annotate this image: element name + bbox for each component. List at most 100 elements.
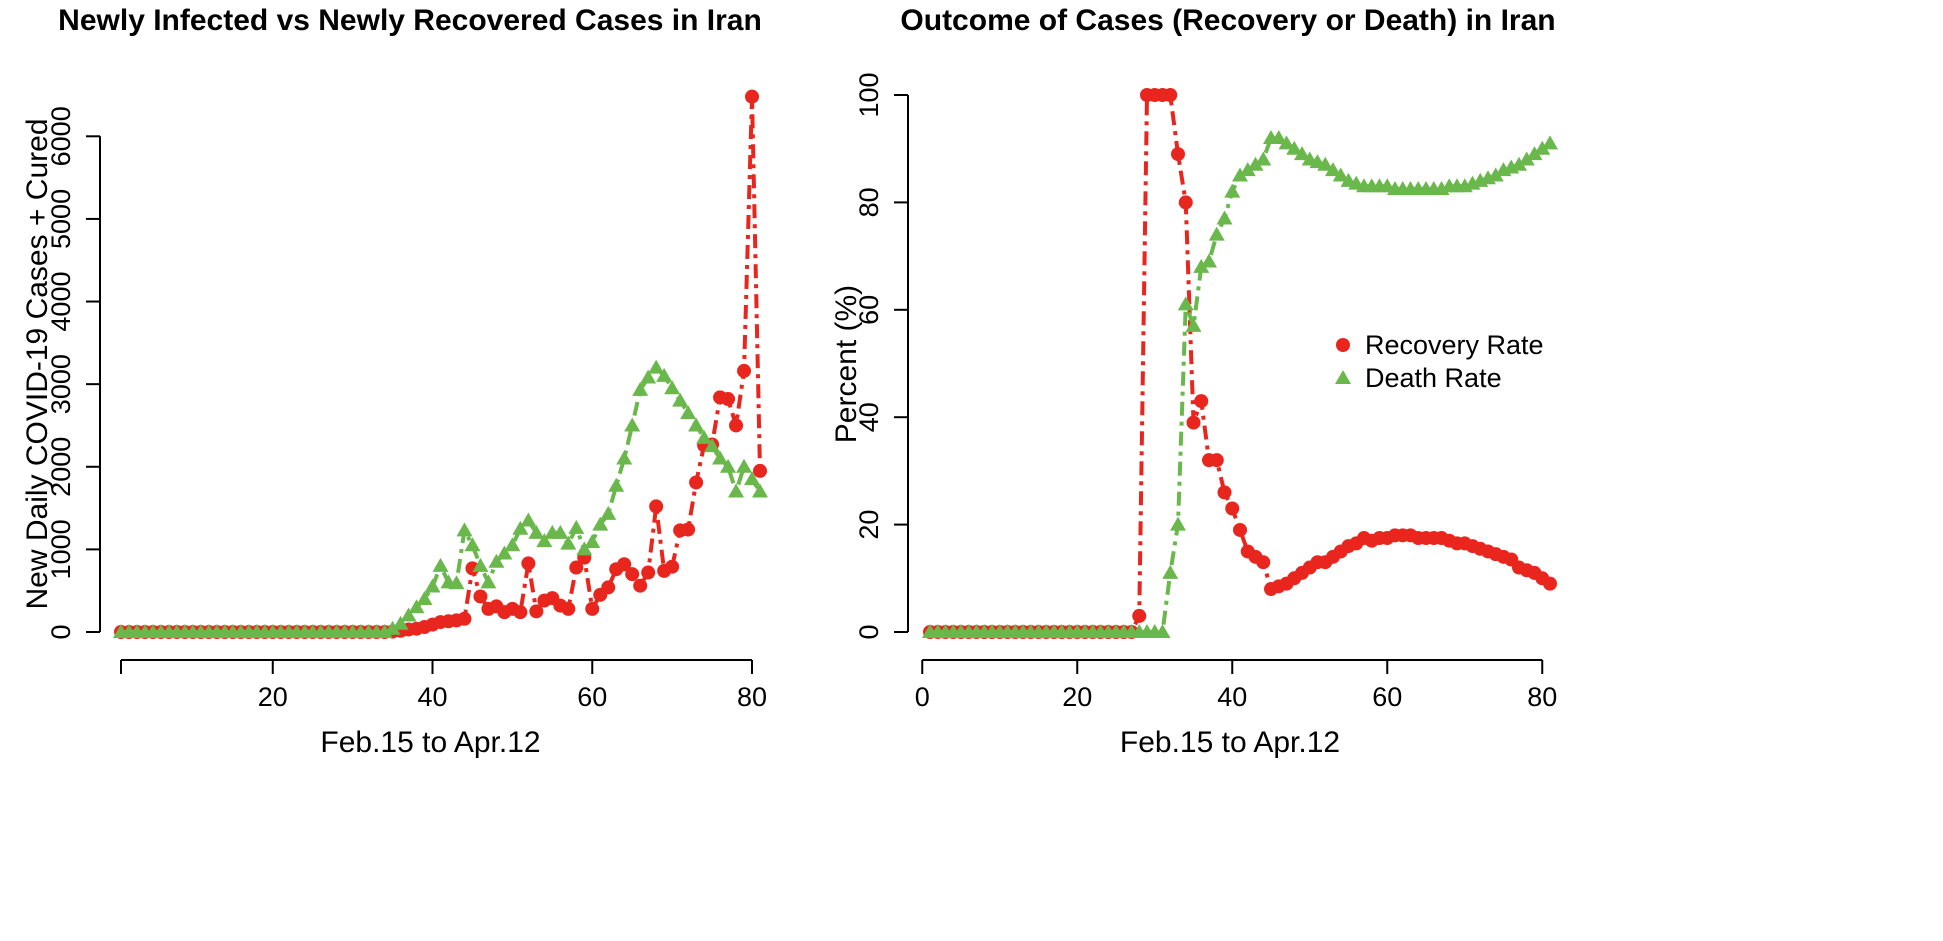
x-tick-label: 60 — [577, 682, 607, 712]
y-tick-label: 0 — [854, 624, 884, 639]
data-point — [1224, 183, 1241, 198]
data-point — [529, 604, 544, 619]
data-point — [1186, 415, 1201, 430]
series-newly-recovered — [113, 359, 768, 638]
data-point — [1163, 88, 1178, 102]
x-tick-label: 80 — [1527, 682, 1557, 712]
x-tick-label: 60 — [1372, 682, 1402, 712]
data-point — [1233, 522, 1247, 537]
data-point — [744, 471, 761, 486]
data-point — [601, 580, 616, 595]
data-point — [1325, 162, 1341, 177]
data-point — [1518, 151, 1535, 166]
legend-marker — [1336, 338, 1350, 352]
data-point — [585, 601, 600, 616]
y-axis-label: Percent (%) — [830, 285, 863, 443]
y-tick-label: 3000 — [46, 354, 76, 414]
y-tick-label: 60 — [854, 295, 884, 325]
data-point — [616, 450, 633, 465]
data-point — [1534, 140, 1551, 155]
data-point — [721, 392, 736, 407]
x-tick-label: 20 — [1062, 682, 1092, 712]
data-point — [521, 556, 536, 571]
series-death-rate — [922, 129, 1558, 638]
data-point — [1216, 210, 1233, 225]
data-point — [1332, 167, 1349, 182]
data-point — [736, 458, 753, 473]
data-point — [480, 574, 497, 589]
data-point — [1542, 135, 1558, 150]
data-point — [1278, 135, 1295, 150]
x-tick-label: 40 — [1217, 682, 1247, 712]
data-point — [457, 611, 472, 626]
data-point — [472, 557, 489, 572]
x-axis-label: Feb.15 to Apr.12 — [320, 726, 540, 759]
data-point — [633, 578, 648, 593]
data-point — [648, 359, 665, 374]
data-point — [456, 522, 473, 537]
data-point — [696, 429, 713, 444]
data-point — [384, 620, 401, 635]
data-point — [1171, 147, 1185, 162]
y-tick-label: 6000 — [46, 106, 76, 166]
data-point — [600, 505, 617, 520]
data-point — [753, 463, 767, 478]
data-point — [712, 450, 729, 465]
data-point — [720, 458, 737, 473]
data-point — [632, 381, 649, 396]
data-point — [1232, 167, 1248, 182]
data-point — [641, 565, 656, 580]
data-point — [625, 567, 640, 582]
x-tick-label: 40 — [417, 682, 447, 712]
data-point — [488, 553, 505, 568]
data-point — [752, 483, 768, 498]
data-point — [728, 483, 745, 498]
data-point — [536, 533, 553, 548]
data-point — [665, 559, 680, 574]
data-point — [560, 535, 577, 550]
y-tick-label: 20 — [854, 510, 884, 540]
legend-label: Death Rate — [1365, 363, 1502, 393]
x-tick-label: 0 — [915, 682, 930, 712]
data-point — [520, 512, 537, 527]
series-newly-infected — [114, 89, 767, 639]
y-tick-label: 2000 — [46, 437, 76, 497]
x-tick-label: 80 — [737, 682, 767, 712]
data-point — [424, 578, 441, 593]
data-point — [1154, 624, 1171, 638]
data-point — [1194, 394, 1209, 409]
data-point — [504, 537, 521, 552]
data-point — [1294, 146, 1310, 161]
data-point — [704, 438, 721, 453]
data-point — [608, 477, 625, 492]
series-line — [121, 365, 762, 634]
data-point — [496, 545, 513, 560]
data-point — [649, 499, 664, 514]
data-point — [681, 522, 696, 537]
data-point — [448, 575, 465, 590]
data-point — [680, 405, 697, 420]
data-point — [1543, 576, 1557, 591]
data-point — [1162, 564, 1179, 579]
data-point — [688, 417, 705, 432]
data-point — [1270, 129, 1287, 144]
data-point — [408, 599, 425, 614]
data-point — [640, 369, 657, 384]
data-point — [1132, 608, 1147, 623]
data-point — [552, 524, 569, 539]
data-point — [1511, 156, 1527, 171]
y-tick-label: 100 — [854, 72, 884, 117]
data-point — [745, 89, 760, 104]
data-point — [464, 537, 481, 552]
y-tick-label: 1000 — [46, 519, 76, 579]
data-point — [1487, 167, 1504, 182]
data-point — [656, 367, 673, 382]
data-point — [729, 418, 744, 433]
data-point — [1178, 195, 1193, 210]
data-point — [1317, 156, 1334, 171]
chart-title: Outcome of Cases (Recovery or Death) in … — [900, 4, 1555, 37]
data-point — [1217, 485, 1232, 500]
data-point — [1256, 555, 1271, 570]
data-point — [1185, 317, 1202, 332]
